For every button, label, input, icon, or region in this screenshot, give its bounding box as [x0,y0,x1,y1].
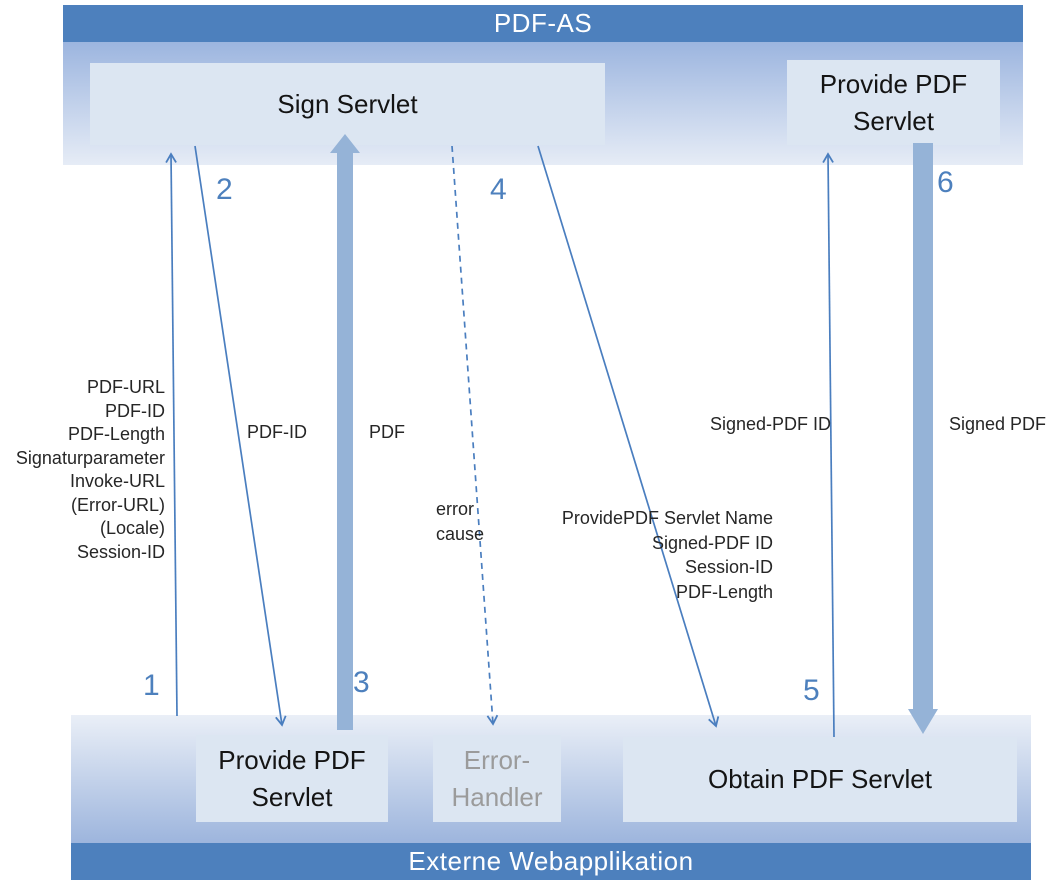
node-sign-servlet-label: Sign Servlet [277,88,418,119]
arrow-6-signed-pdf-icon [908,143,938,734]
arrow-1-sign-request-icon [165,152,178,717]
label-step3-pdf: PDF [369,422,405,442]
label-step1-param-line: PDF-Length [67,424,165,444]
step-number-5: 5 [803,674,820,707]
node-obtain-pdf-servlet: Obtain PDF Servlet [623,737,1017,822]
node-error-handler-line1: Error- [463,744,531,775]
node-provide-pdf-top-line2: Servlet [853,105,934,136]
label-step4-redirect-parameters: ProvidePDF Servlet Name Signed-PDF ID Se… [562,506,773,604]
step-number-4: 4 [490,173,507,206]
label-step4-param-line: ProvidePDF Servlet Name [561,508,773,528]
label-step1-param-line: PDF-ID [105,400,165,421]
node-error-handler: Error- Handler [433,735,561,822]
step-number-1: 1 [143,669,160,702]
arrow-4-error-dashed-icon [451,145,499,726]
label-step2-pdf-id: PDF-ID [247,422,307,442]
label-step1-param-line: Signaturparameter [15,447,165,468]
label-step4-param-line: PDF-Length [675,581,773,602]
arrow-4-redirect-icon [537,145,720,728]
label-step1-param-line: (Locale) [99,518,165,538]
label-step1-param-line: PDF-URL [86,377,165,397]
label-step4-param-line: Signed-PDF ID [651,532,773,553]
webapp-title: Externe Webapplikation [408,846,694,876]
label-step1-param-line: Session-ID [76,541,165,562]
label-cause-line: cause [436,524,485,544]
pdf-as-title: PDF-AS [493,8,593,38]
arrow-3-pdf-upload-icon [330,134,360,730]
step-number-3: 3 [353,666,370,699]
node-provide-pdf-bottom-line2: Servlet [251,781,333,812]
step-number-2: 2 [216,173,233,206]
webapp-band-header: Externe Webapplikation [71,843,1031,880]
node-provide-pdf-bottom-line1: Provide PDF [218,744,366,775]
node-obtain-pdf-label: Obtain PDF Servlet [708,764,932,794]
step-number-6: 6 [937,166,954,199]
label-step4-param-line: Session-ID [684,557,773,577]
label-step5-signed-pdf-id: Signed-PDF ID [709,414,831,434]
pdf-as-band-header: PDF-AS [63,5,1023,42]
label-step4-error-cause: error cause [436,497,484,547]
node-error-handler-line2: Handler [451,781,543,812]
node-provide-pdf-servlet-top: Provide PDF Servlet [787,60,1000,145]
arrow-5-signed-pdf-id-icon [822,152,835,738]
node-provide-pdf-servlet-bottom: Provide PDF Servlet [196,735,388,822]
label-error-line: error [436,499,475,519]
label-step1-parameters: PDF-URL PDF-ID PDF-Length Signaturparame… [16,376,165,564]
node-sign-servlet: Sign Servlet [90,63,605,145]
label-step6-signed-pdf: Signed PDF [949,414,1047,434]
node-provide-pdf-top-line1: Provide PDF [819,68,968,99]
label-step1-param-line: Invoke-URL [69,471,165,491]
label-step1-param-line: (Error-URL) [71,494,165,515]
